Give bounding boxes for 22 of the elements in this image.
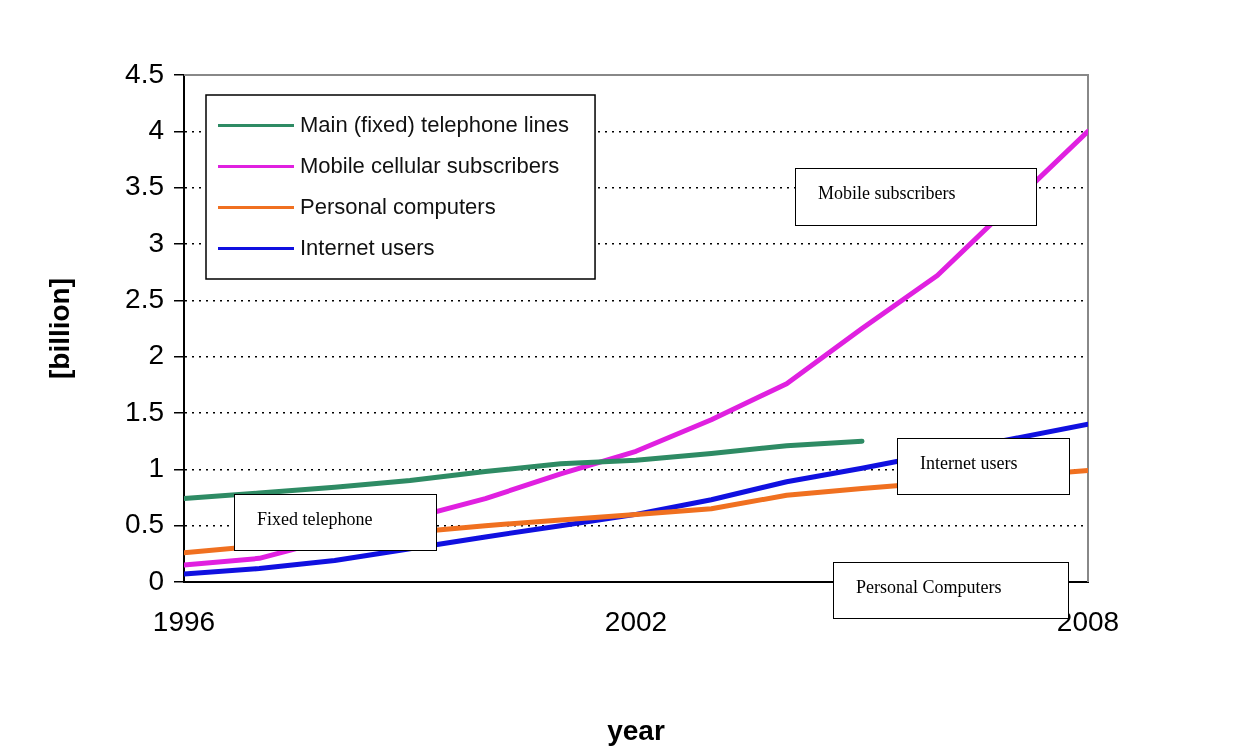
x-tick-label: 2002	[604, 605, 668, 637]
x-axis-title: year	[607, 714, 665, 746]
y-tick-label: 2.5	[125, 283, 164, 315]
legend-label: Main (fixed) telephone lines	[300, 111, 570, 137]
label-box: Internet users	[897, 438, 1070, 495]
y-tick-label: 1	[148, 452, 164, 484]
legend-label: Internet users	[300, 234, 435, 260]
y-tick-label: 3.5	[125, 170, 164, 202]
y-tick-label: 0.5	[125, 508, 164, 540]
y-tick-label: 1.5	[125, 395, 164, 427]
label-box: Personal Computers	[833, 562, 1069, 619]
label-box: Mobile subscribers	[795, 168, 1037, 226]
legend-label: Mobile cellular subscribers	[300, 152, 560, 178]
y-tick-label: 0	[148, 564, 164, 596]
y-tick-label: 2	[148, 339, 164, 371]
legend-label: Personal computers	[300, 193, 496, 219]
x-tick-label: 1996	[152, 605, 216, 637]
y-tick-label: 4	[148, 114, 164, 146]
label-box: Fixed telephone	[234, 494, 437, 551]
y-axis-title: [billion]	[43, 277, 75, 380]
y-tick-label: 3	[148, 226, 164, 258]
y-tick-label: 4.5	[125, 57, 164, 89]
